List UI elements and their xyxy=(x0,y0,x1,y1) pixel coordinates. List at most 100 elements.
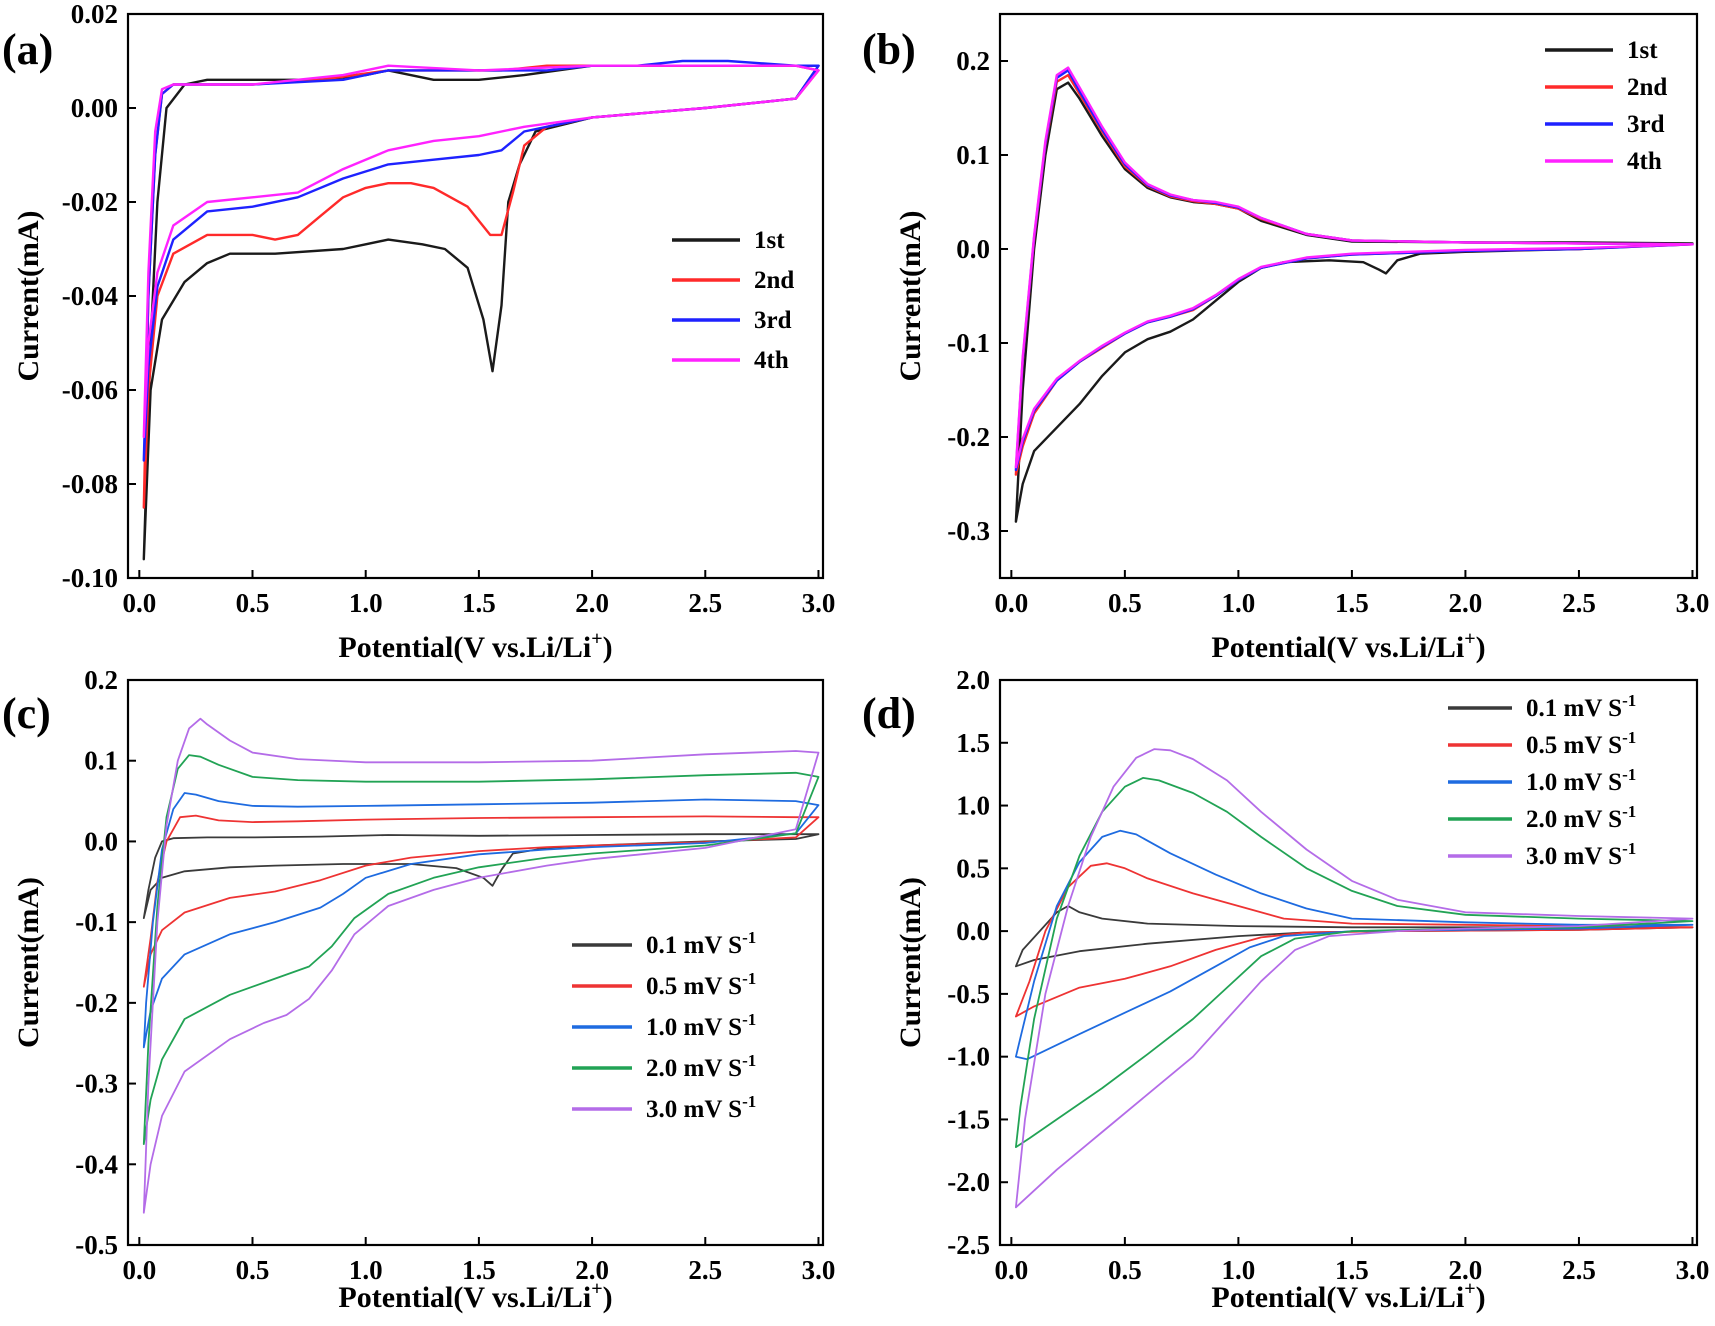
plot-frame xyxy=(998,678,1699,1247)
legend-entry: 0.1 mV S-1 xyxy=(1526,691,1636,722)
y-tick-label: 0.02 xyxy=(71,0,118,29)
plot-area xyxy=(1014,66,1694,523)
series-line-0-1-mv-s xyxy=(142,833,820,919)
y-tick-label: -0.1 xyxy=(75,907,118,937)
x-tick-label: 2.0 xyxy=(575,588,609,618)
legend-entry: 1st xyxy=(754,227,785,254)
x-tick-label: 1.0 xyxy=(1222,1255,1256,1285)
y-tick-label: -0.1 xyxy=(947,328,990,358)
x-tick-label: 2.5 xyxy=(688,1255,722,1285)
x-tick-label: 3.0 xyxy=(1676,1255,1710,1285)
legend-entry: 0.1 mV S-1 xyxy=(646,928,756,959)
x-tick-label: 1.0 xyxy=(349,1255,383,1285)
series-line-2-0-mv-s xyxy=(142,754,820,1145)
legend-entry: 2.0 mV S-1 xyxy=(1526,802,1636,833)
y-tick-label: 0.0 xyxy=(956,234,990,264)
series-line-0-1-mv-s xyxy=(1015,905,1694,968)
series-line-2nd xyxy=(1014,73,1694,476)
legend-entry: 1st xyxy=(1627,37,1658,64)
x-axis-title: Potential(V vs.Li/Li+) xyxy=(1211,628,1485,664)
y-tick-label: 0.2 xyxy=(956,46,990,76)
plot-area xyxy=(1015,748,1694,1209)
legend-entry: 4th xyxy=(1627,148,1662,175)
series-line-1-0-mv-s xyxy=(142,792,820,1049)
plot-frame xyxy=(998,12,1699,580)
x-tick-label: 0.5 xyxy=(1108,1255,1142,1285)
x-tick-label: 1.5 xyxy=(1335,1255,1369,1285)
y-tick-label: -1.5 xyxy=(947,1104,990,1134)
panel-label: (a) xyxy=(2,25,53,74)
legend-entry: 2.0 mV S-1 xyxy=(646,1051,756,1082)
x-tick-label: 1.5 xyxy=(462,588,496,618)
x-tick-label: 1.0 xyxy=(349,588,383,618)
x-tick-label: 0.5 xyxy=(236,588,270,618)
x-tick-label: 2.0 xyxy=(1449,1255,1483,1285)
y-tick-label: 0.0 xyxy=(84,826,118,856)
legend: 0.1 mV S-1 0.5 mV S-1 1.0 mV S-1 2.0 mV S-1… xyxy=(572,928,756,1123)
legend-entry: 1.0 mV S-1 xyxy=(1526,765,1636,796)
y-tick-label: -1.0 xyxy=(947,1042,990,1072)
y-tick-label: 0.5 xyxy=(956,853,990,883)
x-tick-label: 2.5 xyxy=(1562,1255,1596,1285)
y-tick-label: -0.08 xyxy=(62,469,118,499)
x-axis-title: Potential(V vs.Li/Li+) xyxy=(338,1278,612,1314)
legend-entry: 2nd xyxy=(1627,74,1667,101)
y-tick-label: -0.2 xyxy=(947,422,990,452)
y-axis-title: Current(mA) xyxy=(12,210,45,381)
x-tick-label: 3.0 xyxy=(802,588,836,618)
y-axis-title: Current(mA) xyxy=(894,877,927,1048)
legend-entry: 3.0 mV S-1 xyxy=(646,1092,756,1123)
series-line-0-5-mv-s xyxy=(142,814,820,988)
plot-frame xyxy=(126,678,825,1247)
y-axis-title: Current(mA) xyxy=(894,210,927,381)
y-tick-label: -0.5 xyxy=(75,1230,118,1260)
series-line-2-0-mv-s xyxy=(1015,777,1694,1148)
x-tick-label: 2.5 xyxy=(688,588,722,618)
panel-c: 0.0 0.5 1.0 1.5 2.0 2.5 3.0 -0.5 -0.4 -0.3 -0.2 -0.… xyxy=(2,665,835,1314)
x-axis-title: Potential(V vs.Li/Li+) xyxy=(338,628,612,664)
x-tick-label: 0.0 xyxy=(122,1255,156,1285)
x-tick-label: 3.0 xyxy=(1676,588,1710,618)
y-tick-label: -0.5 xyxy=(947,979,990,1009)
y-tick-label: -2.0 xyxy=(947,1167,990,1197)
x-tick-label: 2.0 xyxy=(575,1255,609,1285)
y-tick-label: -0.3 xyxy=(947,516,990,546)
legend-entry: 2nd xyxy=(754,267,794,294)
plot-area xyxy=(142,59,820,561)
legend-entry: 4th xyxy=(754,347,789,374)
series-line-1st xyxy=(142,64,820,561)
y-tick-label: 2.0 xyxy=(956,665,990,695)
y-tick-label: -2.5 xyxy=(947,1230,990,1260)
series-line-4th xyxy=(142,64,820,439)
y-tick-label: -0.10 xyxy=(62,563,118,593)
y-tick-label: -0.02 xyxy=(62,187,118,217)
y-tick-label: -0.3 xyxy=(75,1069,118,1099)
x-tick-label: 0.0 xyxy=(994,588,1028,618)
legend: 1st 2nd 3rd 4th xyxy=(1545,37,1667,175)
series-line-4th xyxy=(1014,66,1694,469)
legend-entry: 1.0 mV S-1 xyxy=(646,1010,756,1041)
series-line-1st xyxy=(1014,81,1694,523)
y-tick-label: 0.00 xyxy=(71,93,118,123)
series-line-3-0-mv-s xyxy=(142,717,820,1214)
panel-label: (c) xyxy=(2,689,51,738)
y-tick-label: -0.04 xyxy=(62,281,118,311)
x-tick-label: 0.5 xyxy=(236,1255,270,1285)
x-tick-label: 2.0 xyxy=(1449,588,1483,618)
legend-entry: 3.0 mV S-1 xyxy=(1526,839,1636,870)
x-tick-label: 2.5 xyxy=(1562,588,1596,618)
series-line-2nd xyxy=(142,64,820,509)
y-tick-label: 0.0 xyxy=(956,916,990,946)
x-tick-label: 0.0 xyxy=(994,1255,1028,1285)
x-tick-label: 1.5 xyxy=(462,1255,496,1285)
y-tick-label: -0.4 xyxy=(75,1149,118,1179)
y-tick-label: 1.0 xyxy=(956,791,990,821)
y-tick-label: -0.06 xyxy=(62,375,118,405)
panel-b: 0.0 0.5 1.0 1.5 2.0 2.5 3.0 -0.3 -0.2 -0.1 0.0 0.1 0… xyxy=(862,12,1710,664)
series-line-0-5-mv-s xyxy=(1015,862,1694,1018)
y-tick-label: 1.5 xyxy=(956,728,990,758)
legend-entry: 3rd xyxy=(754,307,792,334)
panel-label: (b) xyxy=(862,25,916,74)
series-line-3-0-mv-s xyxy=(1015,748,1694,1209)
y-tick-label: 0.1 xyxy=(956,140,990,170)
